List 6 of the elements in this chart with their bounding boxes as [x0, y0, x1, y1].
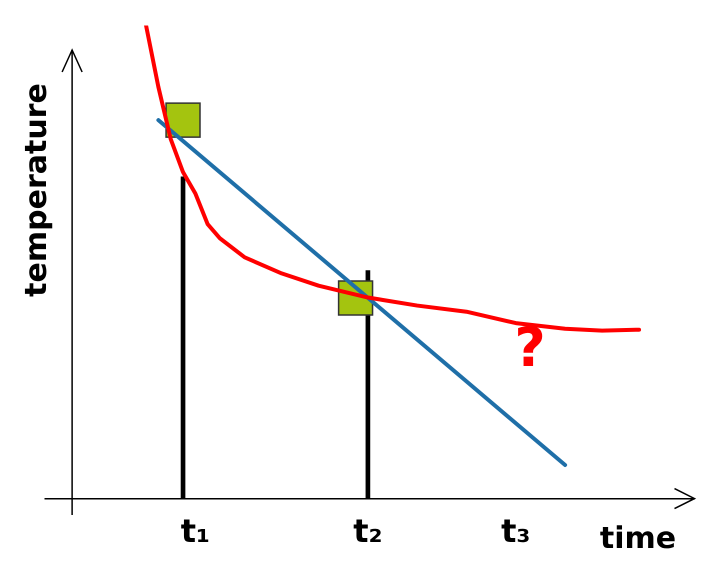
annotation: ?: [514, 316, 546, 380]
x-tick-label: t₃: [501, 512, 530, 550]
x-tick-label: t₂: [353, 512, 383, 550]
x-tick-label: t₁: [180, 512, 210, 550]
x-axis-title: time: [600, 520, 676, 556]
y-axis-title: temperature: [18, 83, 54, 297]
